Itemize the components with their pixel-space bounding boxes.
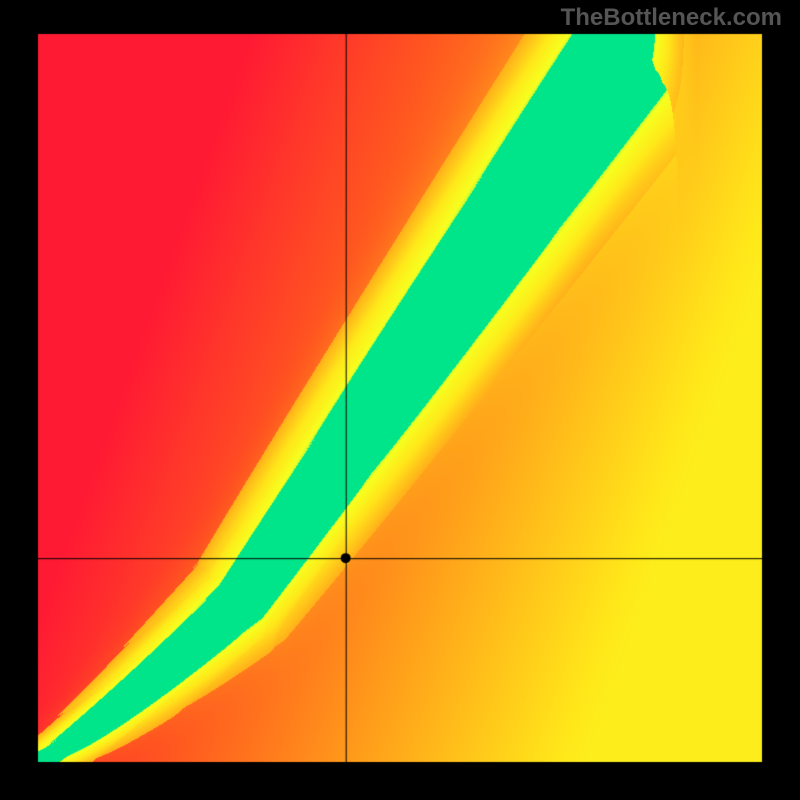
chart-container: TheBottleneck.com: [0, 0, 800, 800]
watermark-text: TheBottleneck.com: [561, 4, 782, 32]
heatmap-canvas: [0, 0, 800, 800]
